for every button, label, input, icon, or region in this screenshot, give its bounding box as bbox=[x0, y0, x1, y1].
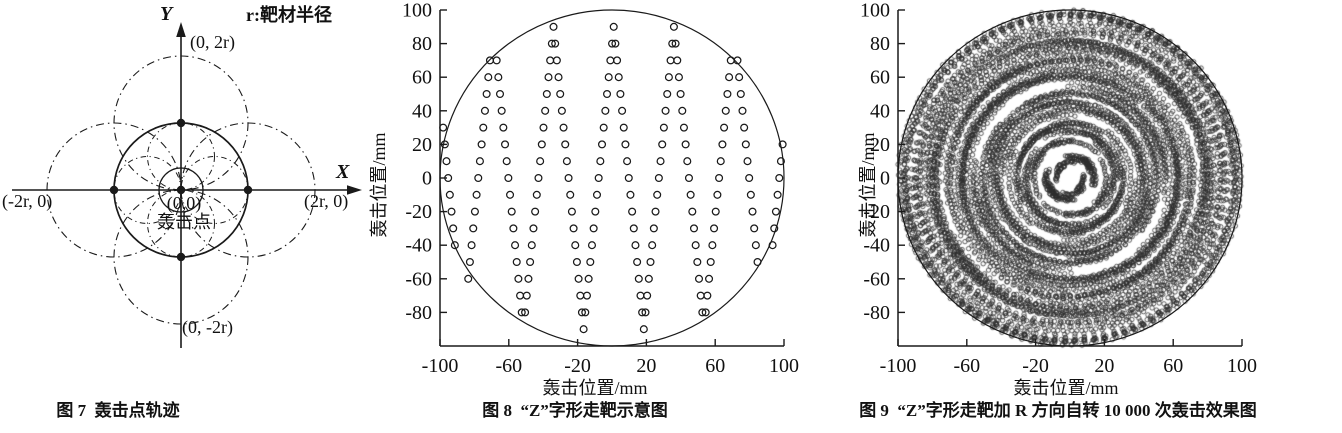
svg-text:100: 100 bbox=[402, 0, 432, 22]
svg-text:60: 60 bbox=[705, 355, 725, 377]
fig9-x-axis-label: 轰击位置/mm bbox=[1013, 378, 1119, 398]
figure7-caption: 图 7 轰击点轨迹 bbox=[56, 401, 180, 420]
fig8-y-axis-label: 轰击位置/mm bbox=[369, 132, 389, 238]
svg-text:20: 20 bbox=[412, 134, 432, 156]
fig7-point-label-origin: (0,0) bbox=[166, 193, 202, 213]
svg-text:60: 60 bbox=[870, 67, 890, 89]
fig7-x-axis-letter: X bbox=[336, 161, 350, 183]
fig8-x-axis-label: 轰击位置/mm bbox=[542, 378, 648, 398]
svg-text:80: 80 bbox=[412, 33, 432, 55]
figure9-axes-overlay: 100 80 60 40 20 0 -20 -40 -60 -80 -100 -60 -20 20 60 10… bbox=[860, 0, 1257, 377]
svg-text:-80: -80 bbox=[405, 302, 432, 324]
fig9-y-axis-label: 轰击位置/mm bbox=[858, 132, 878, 238]
svg-text:-20: -20 bbox=[564, 355, 591, 377]
fig7-legend-target-radius: r:靶材半径 bbox=[246, 5, 332, 25]
svg-text:20: 20 bbox=[870, 134, 890, 156]
svg-text:100: 100 bbox=[1227, 355, 1257, 377]
svg-text:-20: -20 bbox=[405, 201, 432, 223]
svg-text:60: 60 bbox=[412, 67, 432, 89]
svg-text:100: 100 bbox=[769, 355, 799, 377]
svg-text:40: 40 bbox=[870, 100, 890, 122]
svg-text:60: 60 bbox=[1163, 355, 1183, 377]
svg-text:-20: -20 bbox=[863, 201, 890, 223]
svg-text:0: 0 bbox=[422, 168, 432, 190]
svg-text:80: 80 bbox=[870, 33, 890, 55]
svg-text:-20: -20 bbox=[1022, 355, 1049, 377]
svg-text:-100: -100 bbox=[880, 355, 917, 377]
fig7-y-axis-letter: Y bbox=[160, 3, 173, 25]
figure8-z-raster-plot: 100 80 60 40 20 0 -20 -40 -60 -80 -100 -60 -20 20 60 10… bbox=[402, 0, 799, 377]
svg-text:-100: -100 bbox=[422, 355, 459, 377]
svg-text:0: 0 bbox=[880, 168, 890, 190]
svg-text:20: 20 bbox=[1094, 355, 1114, 377]
figure9-caption: 图 9 “Z”字形走靶加 R 方向自转 10 000 次轰击效果图 bbox=[859, 401, 1257, 420]
fig7-point-label-bottom: (0, -2r) bbox=[182, 317, 233, 337]
svg-text:-40: -40 bbox=[405, 235, 432, 257]
svg-text:40: 40 bbox=[412, 100, 432, 122]
svg-text:-60: -60 bbox=[863, 268, 890, 290]
figure7-trajectory-diagram bbox=[12, 22, 362, 348]
fig7-point-label-top: (0, 2r) bbox=[190, 32, 235, 52]
svg-text:-60: -60 bbox=[495, 355, 522, 377]
svg-text:-60: -60 bbox=[953, 355, 980, 377]
svg-text:20: 20 bbox=[636, 355, 656, 377]
fig7-point-label-left: (-2r, 0) bbox=[2, 191, 53, 211]
svg-text:100: 100 bbox=[860, 0, 890, 22]
fig7-point-label-right: (2r, 0) bbox=[304, 191, 349, 211]
svg-text:-80: -80 bbox=[863, 302, 890, 324]
svg-text:-60: -60 bbox=[405, 268, 432, 290]
fig7-origin-name-label: 轰击点 bbox=[157, 212, 211, 232]
figure8-caption: 图 8 “Z”字形走靶示意图 bbox=[482, 401, 668, 420]
svg-text:-40: -40 bbox=[863, 235, 890, 257]
